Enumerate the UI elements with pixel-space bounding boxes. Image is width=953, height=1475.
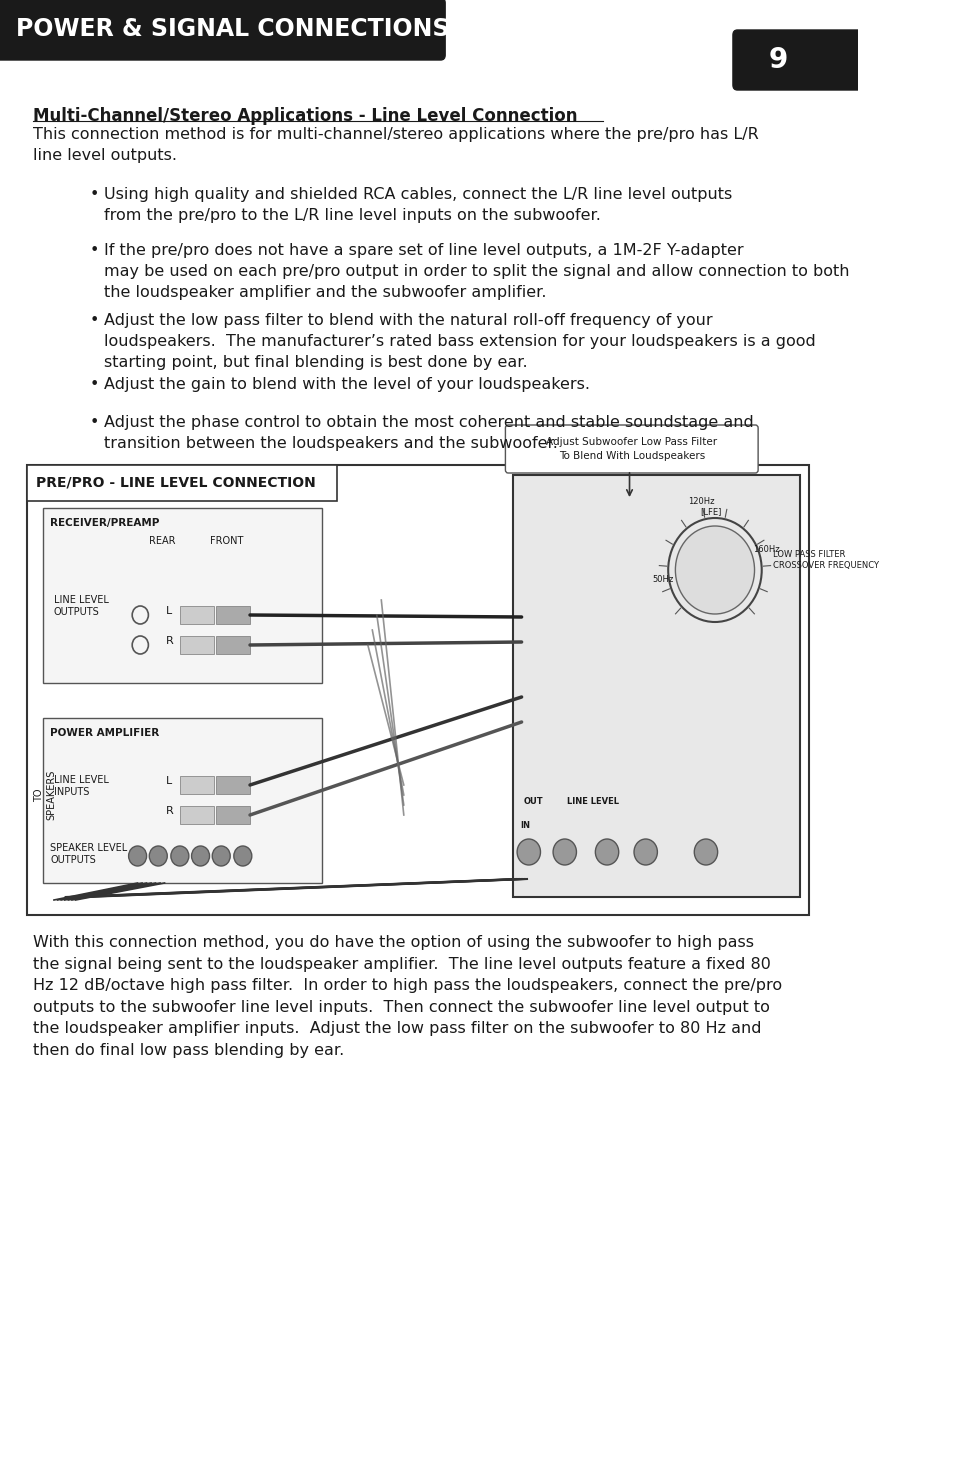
Text: •: • bbox=[90, 313, 99, 327]
Text: [LFE]: [LFE] bbox=[700, 507, 720, 516]
Bar bbox=[27, 465, 337, 502]
Bar bbox=[215, 805, 250, 825]
Circle shape bbox=[675, 527, 754, 614]
Text: LINE LEVEL
INPUTS: LINE LEVEL INPUTS bbox=[54, 774, 109, 798]
Text: REAR: REAR bbox=[149, 535, 175, 546]
Text: LINE LEVEL
OUTPUTS: LINE LEVEL OUTPUTS bbox=[54, 594, 109, 618]
Text: With this connection method, you do have the option of using the subwoofer to hi: With this connection method, you do have… bbox=[33, 935, 781, 1058]
FancyBboxPatch shape bbox=[732, 30, 862, 90]
Bar bbox=[215, 606, 250, 624]
Text: L: L bbox=[166, 606, 172, 617]
Bar bbox=[215, 636, 250, 653]
Bar bbox=[512, 475, 800, 897]
Bar bbox=[180, 606, 213, 624]
Text: Adjust the low pass filter to blend with the natural roll-off frequency of your
: Adjust the low pass filter to blend with… bbox=[104, 313, 815, 370]
Text: POWER AMPLIFIER: POWER AMPLIFIER bbox=[51, 729, 159, 738]
Text: R: R bbox=[166, 805, 174, 816]
Circle shape bbox=[212, 847, 230, 866]
Text: L: L bbox=[166, 776, 172, 786]
Text: 160Hz: 160Hz bbox=[752, 546, 779, 555]
Text: •: • bbox=[90, 378, 99, 392]
Text: •: • bbox=[90, 243, 99, 258]
Bar bbox=[43, 507, 321, 683]
Circle shape bbox=[233, 847, 252, 866]
Circle shape bbox=[171, 847, 189, 866]
Text: PRE/PRO - LINE LEVEL CONNECTION: PRE/PRO - LINE LEVEL CONNECTION bbox=[36, 476, 315, 490]
Text: LINE LEVEL: LINE LEVEL bbox=[566, 798, 618, 807]
Circle shape bbox=[517, 839, 540, 864]
Text: OUT: OUT bbox=[523, 798, 542, 807]
Text: FRONT: FRONT bbox=[210, 535, 243, 546]
Text: Multi-Channel/Stereo Applications - Line Level Connection: Multi-Channel/Stereo Applications - Line… bbox=[33, 108, 578, 125]
Text: This connection method is for multi-channel/stereo applications where the pre/pr: This connection method is for multi-chan… bbox=[33, 127, 759, 164]
Text: POWER & SIGNAL CONNECTIONS: POWER & SIGNAL CONNECTIONS bbox=[16, 18, 449, 41]
Bar bbox=[27, 465, 808, 914]
Text: •: • bbox=[90, 187, 99, 202]
FancyBboxPatch shape bbox=[505, 425, 758, 473]
FancyBboxPatch shape bbox=[0, 0, 445, 60]
Text: Adjust the phase control to obtain the most coherent and stable soundstage and
t: Adjust the phase control to obtain the m… bbox=[104, 414, 753, 451]
Text: 120Hz: 120Hz bbox=[687, 497, 714, 506]
Bar bbox=[180, 776, 213, 794]
Text: TO
SPEAKERS: TO SPEAKERS bbox=[33, 770, 56, 820]
Text: LOW PASS FILTER
CROSSOVER FREQUENCY: LOW PASS FILTER CROSSOVER FREQUENCY bbox=[772, 550, 878, 569]
Text: 9: 9 bbox=[768, 46, 787, 74]
Text: RECEIVER/PREAMP: RECEIVER/PREAMP bbox=[51, 518, 159, 528]
Text: Using high quality and shielded RCA cables, connect the L/R line level outputs
f: Using high quality and shielded RCA cabl… bbox=[104, 187, 732, 223]
Circle shape bbox=[553, 839, 576, 864]
Text: •: • bbox=[90, 414, 99, 431]
Text: SPEAKER LEVEL
OUTPUTS: SPEAKER LEVEL OUTPUTS bbox=[51, 844, 128, 866]
Text: R: R bbox=[166, 636, 174, 646]
Bar bbox=[43, 718, 321, 884]
Text: 50Hz: 50Hz bbox=[651, 575, 673, 584]
Bar bbox=[215, 776, 250, 794]
Text: Adjust Subwoofer Low Pass Filter
To Blend With Loudspeakers: Adjust Subwoofer Low Pass Filter To Blen… bbox=[546, 438, 717, 460]
Text: IN: IN bbox=[519, 820, 529, 829]
Bar bbox=[180, 805, 213, 825]
Circle shape bbox=[634, 839, 657, 864]
Circle shape bbox=[192, 847, 210, 866]
Circle shape bbox=[129, 847, 147, 866]
Text: Adjust the gain to blend with the level of your loudspeakers.: Adjust the gain to blend with the level … bbox=[104, 378, 590, 392]
Text: If the pre/pro does not have a spare set of line level outputs, a 1M-2F Y-adapte: If the pre/pro does not have a spare set… bbox=[104, 243, 849, 299]
Bar bbox=[180, 636, 213, 653]
Circle shape bbox=[595, 839, 618, 864]
Circle shape bbox=[149, 847, 167, 866]
Circle shape bbox=[694, 839, 717, 864]
